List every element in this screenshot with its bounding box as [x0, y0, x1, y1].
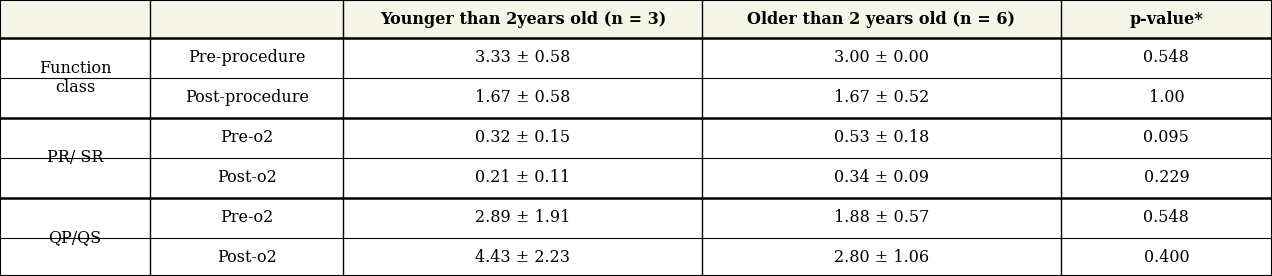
Text: 1.00: 1.00	[1149, 89, 1184, 107]
Text: Pre-procedure: Pre-procedure	[188, 49, 305, 67]
Text: 0.095: 0.095	[1144, 129, 1189, 147]
Text: 1.88 ± 0.57: 1.88 ± 0.57	[834, 209, 929, 227]
Text: 0.548: 0.548	[1144, 209, 1189, 227]
Text: Older than 2 years old (n = 6): Older than 2 years old (n = 6)	[748, 10, 1015, 28]
Text: 4.43 ± 2.23: 4.43 ± 2.23	[476, 250, 570, 267]
Text: 3.33 ± 0.58: 3.33 ± 0.58	[476, 49, 570, 67]
Text: 0.34 ± 0.09: 0.34 ± 0.09	[834, 169, 929, 187]
Text: Pre-o2: Pre-o2	[220, 209, 273, 227]
Text: 1.67 ± 0.52: 1.67 ± 0.52	[834, 89, 929, 107]
Text: 0.32 ± 0.15: 0.32 ± 0.15	[476, 129, 570, 147]
Text: 3.00 ± 0.00: 3.00 ± 0.00	[834, 49, 929, 67]
Text: Post-o2: Post-o2	[218, 250, 276, 267]
Text: 0.21 ± 0.11: 0.21 ± 0.11	[476, 169, 570, 187]
Text: 2.89 ± 1.91: 2.89 ± 1.91	[476, 209, 570, 227]
Text: Pre-o2: Pre-o2	[220, 129, 273, 147]
Text: p-value*: p-value*	[1130, 10, 1203, 28]
Text: 1.67 ± 0.58: 1.67 ± 0.58	[476, 89, 570, 107]
Text: PR/ SR: PR/ SR	[47, 150, 103, 166]
Text: 2.80 ± 1.06: 2.80 ± 1.06	[834, 250, 929, 267]
Text: 0.548: 0.548	[1144, 49, 1189, 67]
Text: 0.400: 0.400	[1144, 250, 1189, 267]
Text: Post-procedure: Post-procedure	[184, 89, 309, 107]
Text: Function
class: Function class	[39, 60, 111, 96]
Text: 0.53 ± 0.18: 0.53 ± 0.18	[834, 129, 929, 147]
Text: QP/QS: QP/QS	[48, 230, 102, 246]
Bar	[0, 0, 1272, 38]
Text: 0.229: 0.229	[1144, 169, 1189, 187]
Text: Younger than 2years old (n = 3): Younger than 2years old (n = 3)	[379, 10, 667, 28]
Text: Post-o2: Post-o2	[218, 169, 276, 187]
